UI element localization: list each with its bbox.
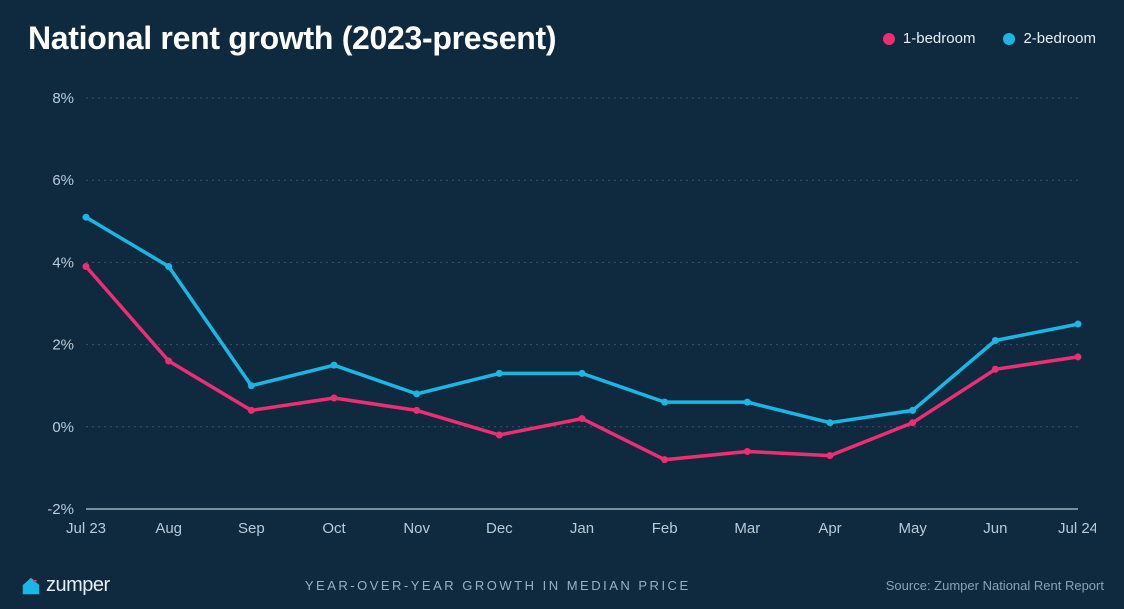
legend-item-2br: 2-bedroom (1003, 30, 1096, 47)
legend: 1-bedroom 2-bedroom (883, 30, 1096, 47)
legend-label-1br: 1-bedroom (903, 30, 976, 47)
datapoint-2-bedroom (744, 399, 751, 406)
datapoint-1-bedroom (909, 419, 916, 426)
x-tick-label: Aug (155, 520, 182, 537)
datapoint-2-bedroom (909, 407, 916, 414)
line-chart: -2% 0% 2% 4% 6% 8% Jul 23 Aug Sep Oct Nov Dec Jan Feb… (28, 80, 1096, 549)
header: National rent growth (2023-present) 1-be… (28, 20, 1096, 57)
x-tick-label: May (898, 520, 927, 537)
chart-area: -2% 0% 2% 4% 6% 8% Jul 23 Aug Sep Oct Nov Dec Jan Feb… (28, 80, 1096, 549)
datapoint-1-bedroom (331, 395, 338, 402)
y-tick-label: 4% (52, 254, 74, 271)
x-tick-label: Apr (818, 520, 841, 537)
x-tick-label: Jan (570, 520, 594, 537)
datapoint-1-bedroom (413, 407, 420, 414)
house-icon (20, 575, 42, 597)
y-tick-label: 8% (52, 90, 74, 107)
datapoint-1-bedroom (579, 415, 586, 422)
datapoint-2-bedroom (827, 419, 834, 426)
datapoint-1-bedroom (1075, 353, 1082, 360)
datapoint-2-bedroom (331, 362, 338, 369)
datapoint-1-bedroom (661, 456, 668, 463)
x-tick-label: Jun (983, 520, 1007, 537)
datapoint-1-bedroom (992, 366, 999, 373)
chart-source: Source: Zumper National Rent Report (886, 578, 1104, 593)
chart-subtitle: YEAR-OVER-YEAR GROWTH IN MEDIAN PRICE (305, 578, 691, 593)
datapoint-2-bedroom (413, 390, 420, 397)
brand-name: zumper (46, 574, 110, 597)
brand-logo: zumper (20, 574, 110, 597)
x-tick-label: Jul 24 (1058, 520, 1096, 537)
x-tick-label: Jul 23 (66, 520, 106, 537)
datapoint-2-bedroom (661, 399, 668, 406)
x-tick-label: Sep (238, 520, 265, 537)
legend-dot-1br (883, 33, 895, 45)
y-tick-label: 0% (52, 419, 74, 436)
y-tick-label: 2% (52, 337, 74, 354)
datapoint-1-bedroom (165, 358, 172, 365)
chart-title: National rent growth (2023-present) (28, 20, 556, 57)
footer: zumper YEAR-OVER-YEAR GROWTH IN MEDIAN P… (20, 574, 1104, 597)
y-tick-label: 6% (52, 172, 74, 189)
datapoint-1-bedroom (496, 432, 503, 439)
datapoint-1-bedroom (83, 263, 90, 270)
datapoint-2-bedroom (1075, 321, 1082, 328)
legend-item-1br: 1-bedroom (883, 30, 976, 47)
y-tick-label: -2% (47, 501, 74, 518)
datapoint-2-bedroom (579, 370, 586, 377)
datapoint-2-bedroom (165, 263, 172, 270)
x-tick-label: Dec (486, 520, 513, 537)
x-tick-label: Nov (403, 520, 430, 537)
datapoint-1-bedroom (744, 448, 751, 455)
legend-label-2br: 2-bedroom (1023, 30, 1096, 47)
datapoint-2-bedroom (83, 214, 90, 221)
x-tick-label: Mar (734, 520, 760, 537)
datapoint-1-bedroom (248, 407, 255, 414)
datapoint-2-bedroom (248, 382, 255, 389)
datapoint-2-bedroom (992, 337, 999, 344)
x-tick-label: Oct (322, 520, 346, 537)
series-line-2-bedroom (86, 217, 1078, 423)
datapoint-2-bedroom (496, 370, 503, 377)
legend-dot-2br (1003, 33, 1015, 45)
datapoint-1-bedroom (827, 452, 834, 459)
x-tick-label: Feb (652, 520, 678, 537)
